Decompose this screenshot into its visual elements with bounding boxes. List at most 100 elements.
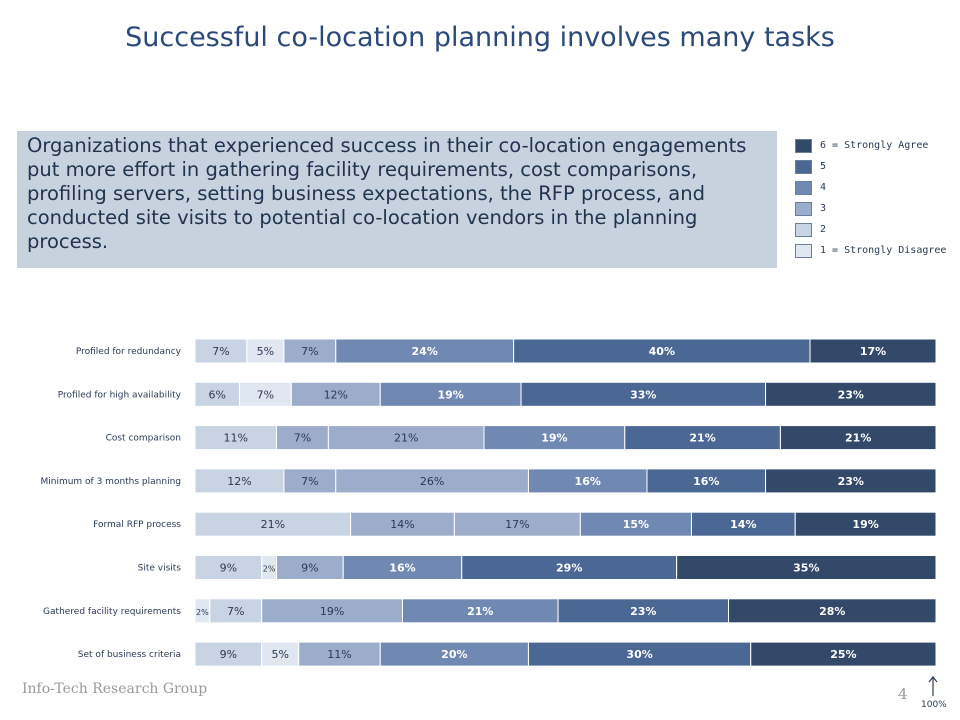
- data-label: 17%: [505, 518, 529, 531]
- data-label: 7%: [257, 388, 274, 401]
- data-label: 6%: [209, 388, 226, 401]
- category-label: Minimum of 3 months planning: [40, 477, 181, 487]
- bar-row: Profiled for high availability 6% 7% 12% 19%…: [58, 381, 937, 407]
- legend-swatch-6: [795, 139, 812, 153]
- data-label: 11%: [327, 648, 351, 661]
- bar-segment: [194, 555, 263, 580]
- bar-segment: [453, 511, 581, 537]
- data-label: 21%: [689, 432, 715, 445]
- data-label: 23%: [838, 388, 864, 401]
- page-number: 4: [898, 685, 908, 703]
- data-label: 23%: [838, 475, 864, 488]
- footer-brand: Info-Tech Research Group: [22, 681, 208, 697]
- bar-segment: [283, 338, 337, 364]
- data-label: 19%: [541, 432, 567, 445]
- bar-segment: [765, 468, 937, 494]
- data-label: 7%: [301, 345, 318, 358]
- data-label: 21%: [261, 518, 285, 531]
- bar-segment: [298, 641, 381, 667]
- bar-segment: [335, 468, 529, 494]
- bar-segment: [276, 425, 329, 451]
- bar-segment: [194, 425, 278, 451]
- legend-label-1: 1 = Strongly Disagree: [820, 245, 947, 256]
- data-label: 7%: [212, 345, 229, 358]
- data-label: 14%: [390, 518, 414, 531]
- data-label: 2%: [263, 565, 276, 574]
- bar-segment: [209, 598, 263, 624]
- bar-row: Site visits 9% 2% 9% 16% 29% 35%: [138, 555, 937, 580]
- bar-segment: [646, 468, 767, 494]
- bar-segment: [690, 511, 796, 537]
- bar-segment: [246, 338, 285, 364]
- data-label: 28%: [819, 605, 845, 618]
- page-title: Successful co-location planning involves…: [125, 22, 835, 53]
- data-label: 12%: [227, 475, 251, 488]
- data-label: 15%: [623, 518, 649, 531]
- data-label: 5%: [271, 648, 288, 661]
- data-label: 19%: [852, 518, 878, 531]
- data-label: 21%: [394, 432, 418, 445]
- up-arrow-icon: [928, 676, 938, 696]
- bar-row: Gathered facility requirements 2% 7% 19% 21%…: [43, 598, 937, 624]
- legend-swatch-4: [795, 181, 812, 195]
- legend-label-5: 5: [820, 161, 827, 172]
- data-label: 9%: [301, 562, 318, 575]
- bar-segment: [557, 598, 730, 624]
- bar-segment: [283, 468, 337, 494]
- data-label: 7%: [227, 605, 244, 618]
- legend-label-2: 2: [820, 224, 827, 235]
- category-label: Set of business criteria: [78, 650, 181, 660]
- data-label: 33%: [630, 388, 656, 401]
- axis-max-label: 100%: [921, 700, 947, 710]
- bar-row: Profiled for redundancy 7% 5% 7% 24% 40% 17%: [76, 338, 937, 364]
- data-label: 20%: [441, 648, 467, 661]
- bar-segment: [765, 381, 937, 407]
- legend-swatch-5: [795, 160, 812, 174]
- data-label: 19%: [437, 388, 463, 401]
- data-label: 11%: [224, 432, 248, 445]
- data-label: 35%: [793, 562, 819, 575]
- bar-segment: [728, 598, 937, 624]
- category-label: Gathered facility requirements: [43, 607, 181, 617]
- category-label: Profiled for high availability: [58, 390, 182, 400]
- data-label: 5%: [257, 345, 274, 358]
- legend-label-6: 6 = Strongly Agree: [820, 140, 929, 151]
- data-label: 7%: [301, 475, 318, 488]
- summary-text: Organizations that experienced success i…: [17, 131, 777, 268]
- bar-segment: [624, 425, 781, 451]
- category-label: Profiled for redundancy: [76, 347, 182, 357]
- legend-swatch-1: [795, 244, 812, 258]
- data-label: 16%: [575, 475, 601, 488]
- data-label: 40%: [649, 345, 675, 358]
- bar-segment: [238, 381, 292, 407]
- bar-segment: [676, 555, 937, 580]
- data-label: 9%: [220, 648, 237, 661]
- bar-segment: [779, 425, 937, 451]
- bar-row: Cost comparison 11% 7% 21% 19% 21% 21%: [106, 425, 937, 451]
- category-label: Cost comparison: [106, 434, 181, 444]
- legend-label-4: 4: [820, 182, 827, 193]
- data-label: 16%: [693, 475, 719, 488]
- bar-segment: [379, 641, 529, 667]
- data-label: 14%: [730, 518, 756, 531]
- data-label: 21%: [467, 605, 493, 618]
- bar-segment: [527, 468, 648, 494]
- data-label: 9%: [220, 562, 237, 575]
- data-label: 19%: [320, 605, 344, 618]
- data-label: 17%: [860, 345, 886, 358]
- bar-segment: [261, 641, 300, 667]
- bar-segment: [194, 511, 352, 537]
- data-label: 23%: [630, 605, 656, 618]
- bar-segment: [194, 468, 285, 494]
- legend-label-3: 3: [820, 203, 827, 214]
- stacked-bar-chart: Profiled for redundancy 7% 5% 7% 24% 40% 17%Pr…: [40, 338, 937, 667]
- bar-segment: [379, 381, 522, 407]
- bar-row: Set of business criteria 9% 5% 11% 20% 30% 25%: [78, 641, 937, 667]
- category-label: Formal RFP process: [93, 520, 181, 530]
- data-label: 12%: [324, 388, 348, 401]
- bar-segment: [194, 641, 263, 667]
- data-label: 24%: [412, 345, 438, 358]
- bar-row: Formal RFP process 21% 14% 17% 15% 14% 19%: [93, 511, 937, 537]
- data-label: 2%: [196, 608, 209, 617]
- bar-row: Minimum of 3 months planning 12% 7% 26% 16% 1…: [40, 468, 937, 494]
